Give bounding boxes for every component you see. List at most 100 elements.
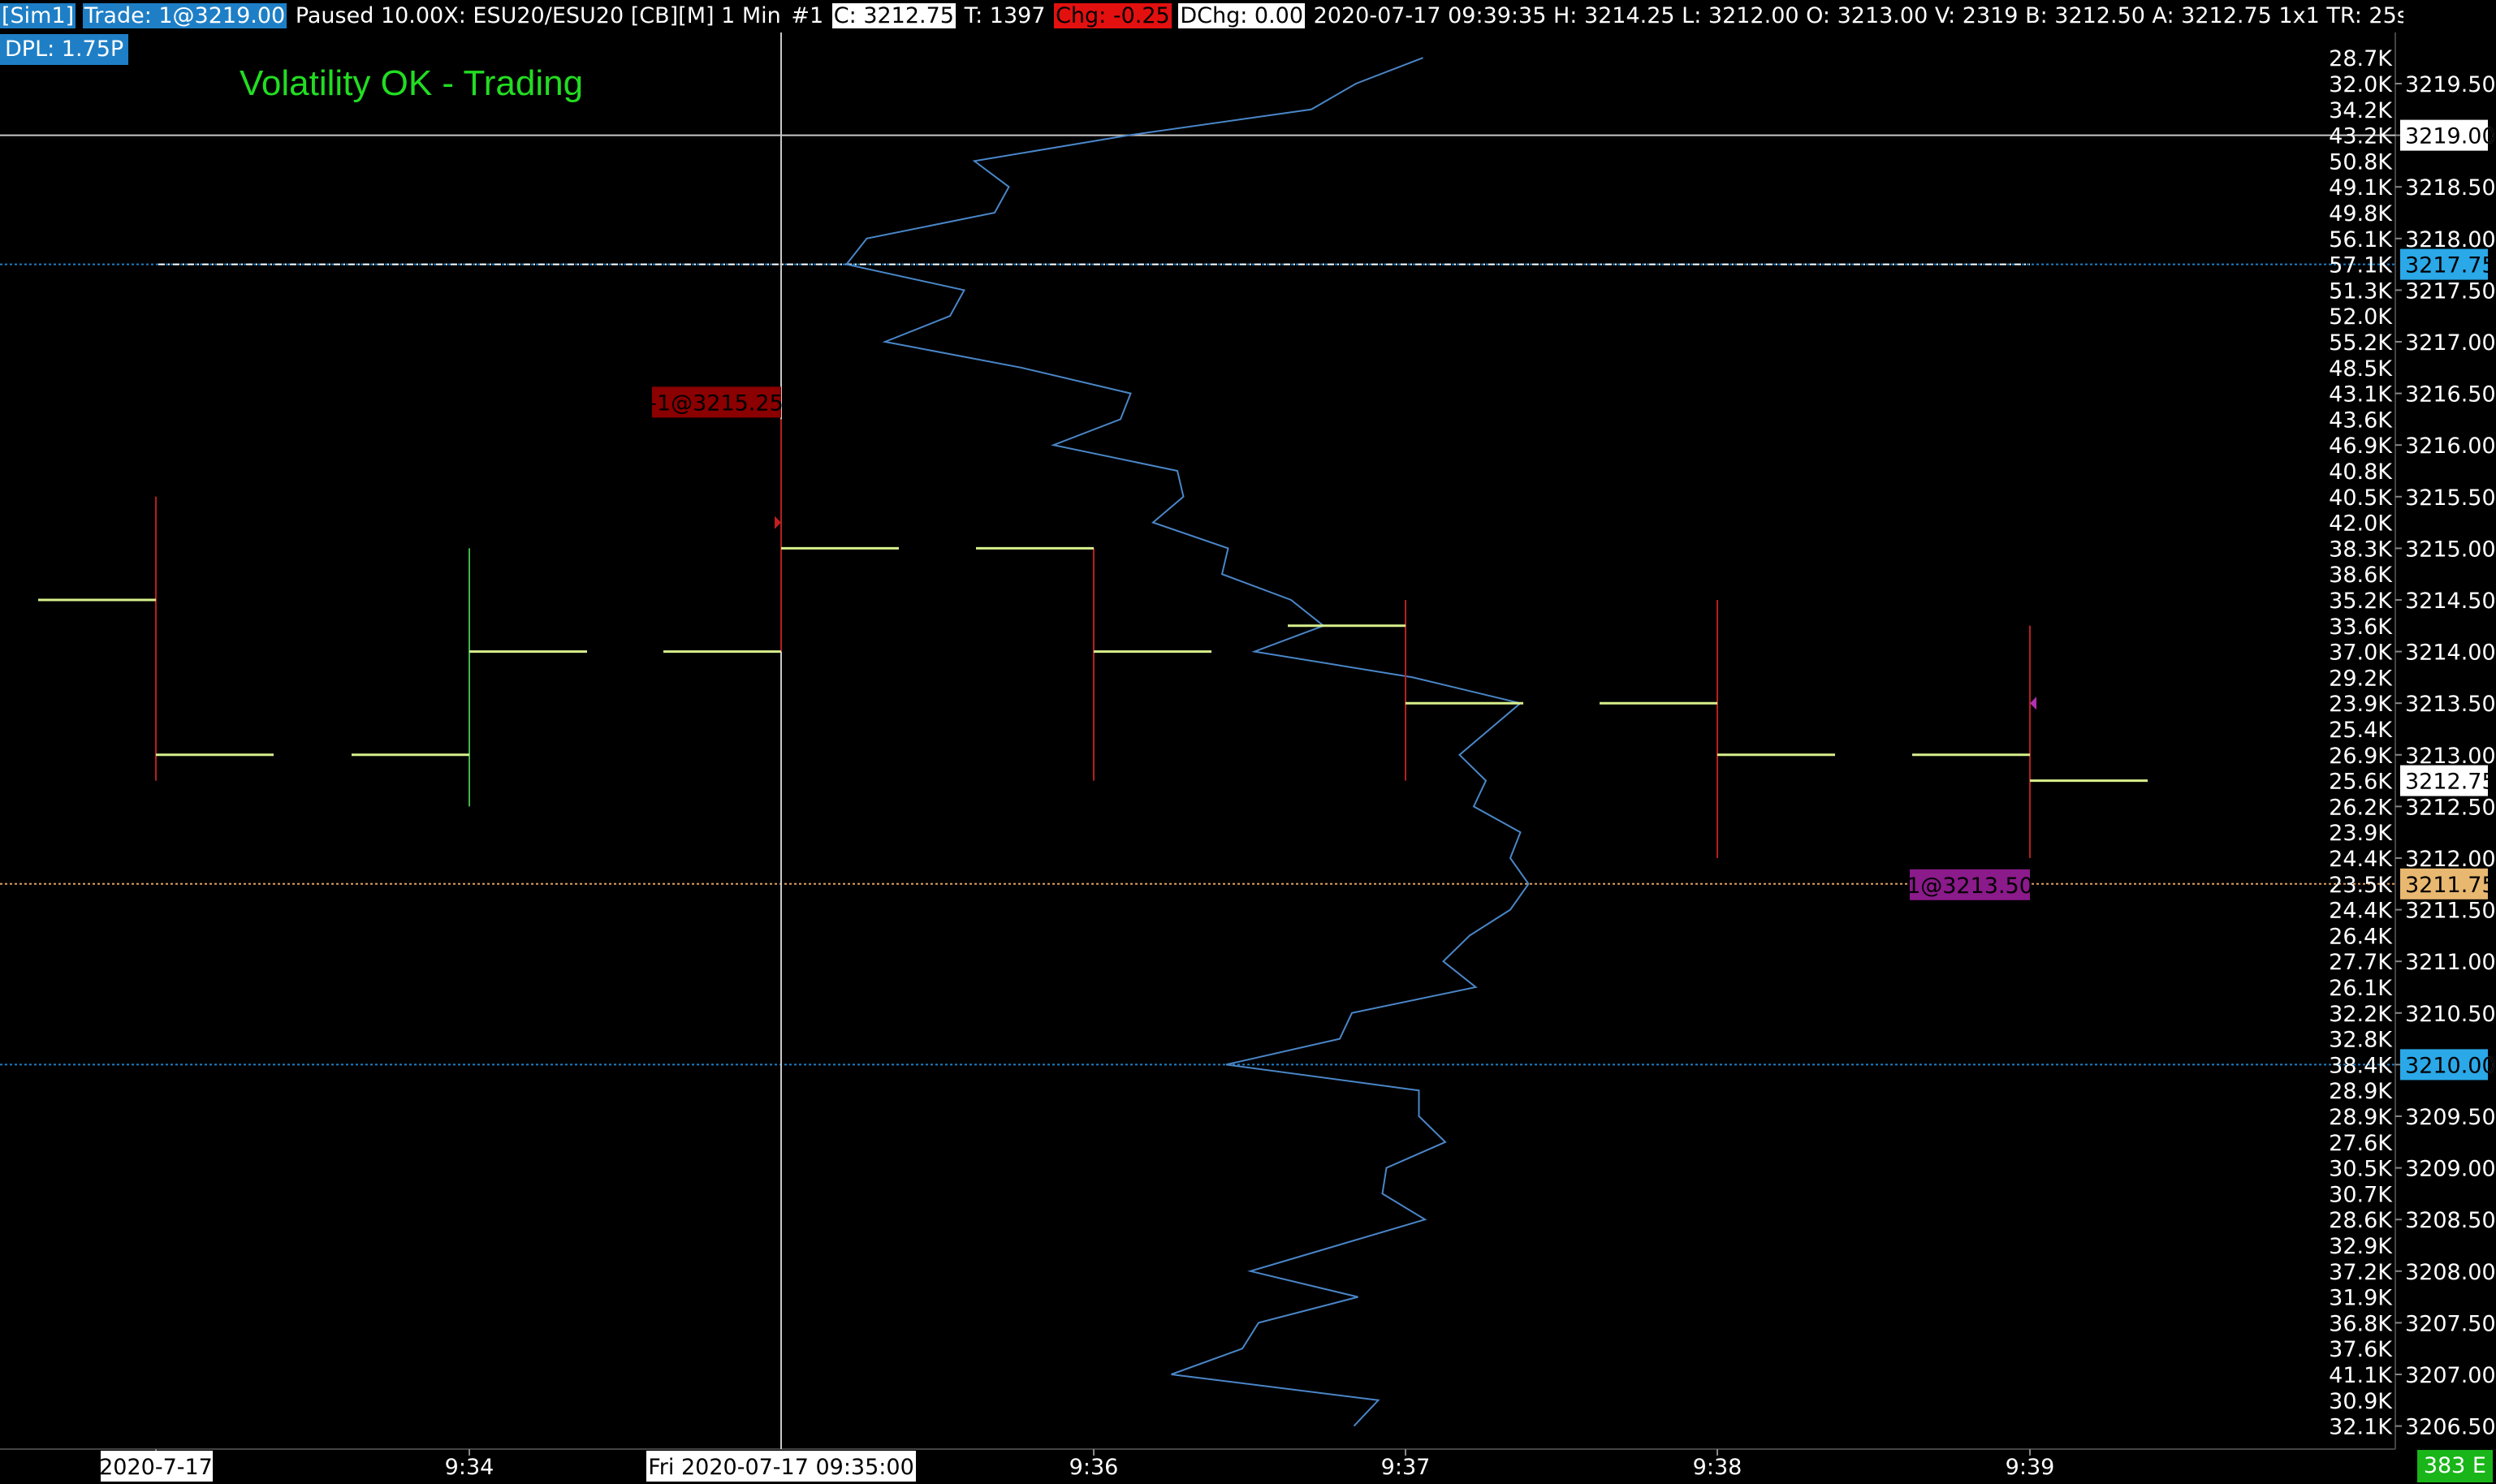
price-tick-3215.50: 3215.50: [2405, 485, 2496, 511]
time-tick-9:38: 9:38: [1693, 1455, 1742, 1480]
price-tick-3213.50: 3213.50: [2405, 692, 2496, 717]
crosshair-time-label-bg: [646, 1451, 916, 1482]
volume-label-3216.25: 43.6K: [2329, 408, 2393, 433]
chart-header-bar: [Sim1] Trade: 1@3219.00 Paused 10.00X: E…: [0, 0, 2403, 32]
volume-label-3208.75: 30.7K: [2329, 1182, 2393, 1207]
price-highlight-bg-3211.75: [2400, 868, 2488, 899]
volume-label-3218.25: 49.8K: [2329, 201, 2393, 226]
buy-trade-label-bg: [1910, 869, 2030, 900]
volume-profile-layer: [844, 57, 1530, 1427]
price-tick-3212.50: 3212.50: [2405, 795, 2496, 820]
volume-label-3217.75: 57.1K: [2329, 253, 2393, 278]
volume-label-3214.25: 33.6K: [2329, 615, 2393, 640]
price-tick-3217.00: 3217.00: [2405, 330, 2496, 356]
volume-label-3208.5: 28.6K: [2329, 1208, 2393, 1233]
grid-lines: [0, 32, 2395, 1449]
price-tick-3208.00: 3208.00: [2405, 1260, 2496, 1285]
volume-label-3212.5: 26.2K: [2329, 795, 2393, 820]
price-highlight-3217.75: 3217.75: [2405, 253, 2496, 278]
price-highlight-3219.00: 3219.00: [2405, 124, 2496, 149]
status-message: Volatility OK - Trading: [240, 63, 584, 103]
price-tick-3216.50: 3216.50: [2405, 382, 2496, 408]
volume-label-3208: 37.2K: [2329, 1260, 2393, 1285]
sell-trade-label-bg: [652, 386, 781, 418]
buy-arrow-icon: [2030, 697, 2036, 710]
price-tick-3216.00: 3216.00: [2405, 434, 2496, 459]
volume-label-3206.75: 30.9K: [2329, 1389, 2393, 1414]
volume-label-3212: 24.4K: [2329, 847, 2393, 872]
close-price: C: 3212.75: [831, 3, 956, 28]
volume-label-3211.5: 24.4K: [2329, 899, 2393, 924]
price-tick-3211.50: 3211.50: [2405, 899, 2496, 924]
price-tick-3217.50: 3217.50: [2405, 278, 2496, 304]
connection-status-badge[interactable]: 383 E: [2416, 1450, 2493, 1482]
price-highlight-3211.75: 3211.75: [2405, 873, 2496, 898]
volume-label-3210.25: 32.8K: [2329, 1028, 2393, 1053]
last-trade-label: Trade: 1@3219.00: [82, 3, 287, 28]
price-tick-3209.50: 3209.50: [2405, 1105, 2496, 1130]
volume-label-3214.5: 35.2K: [2329, 589, 2393, 614]
quote-details: 2020-07-17 09:39:35 H: 3214.25 L: 3212.0…: [1313, 3, 2403, 28]
volume-label-3209.75: 28.9K: [2329, 1079, 2393, 1104]
volume-label-3216.75: 48.5K: [2329, 356, 2393, 382]
instrument-info: Paused 10.00X: ESU20/ESU20 [CB][M] 1 Min: [295, 3, 781, 28]
buy-trade-label: 1@3213.50: [1907, 874, 2033, 899]
volume-label-3214: 37.0K: [2329, 641, 2393, 666]
price-tick-3211.00: 3211.00: [2405, 950, 2496, 975]
volume-label-3207.5: 36.8K: [2329, 1311, 2393, 1336]
volume-label-3209: 30.5K: [2329, 1157, 2393, 1182]
volume-label-3218.5: 49.1K: [2329, 175, 2393, 201]
time-tick-9:39: 9:39: [2006, 1455, 2055, 1480]
volume-labels: 28.7K32.0K34.2K43.2K50.8K49.1K49.8K56.1K…: [2329, 46, 2393, 1439]
volume-label-3207.75: 31.9K: [2329, 1286, 2393, 1311]
price-tick-3214.50: 3214.50: [2405, 589, 2496, 614]
volume-label-3209.25: 27.6K: [2329, 1131, 2393, 1156]
price-tick-3218.00: 3218.00: [2405, 227, 2496, 252]
volume-label-3212.25: 23.9K: [2329, 821, 2393, 846]
volume-label-3210.5: 32.2K: [2329, 1002, 2393, 1027]
price-tick-3209.00: 3209.00: [2405, 1157, 2496, 1182]
volume-profile-line: [844, 57, 1530, 1427]
price-tick-3206.50: 3206.50: [2405, 1415, 2496, 1440]
volume-label-3214.75: 38.6K: [2329, 563, 2393, 588]
price-highlight-bg-3219.00: [2400, 119, 2488, 151]
account-label[interactable]: [Sim1]: [0, 3, 76, 28]
price-highlight-bg-3217.75: [2400, 248, 2488, 280]
tick-count: T: 1397: [964, 3, 1046, 28]
time-tick-date: 2020-7-17: [99, 1455, 213, 1480]
trade-markers-layer: -1@3215.25 1@3213.50: [649, 386, 2036, 900]
time-axis: 2020-7-17 9:34 9:36 9:37 9:38 9:39 Fri 2020-07…: [99, 1449, 2054, 1482]
volume-label-3208.25: 32.9K: [2329, 1234, 2393, 1259]
chart-index: #1: [791, 3, 824, 28]
volume-label-3206.5: 32.1K: [2329, 1415, 2393, 1440]
price-highlight-3210.00: 3210.00: [2405, 1053, 2496, 1078]
sell-trade-label: -1@3215.25: [649, 390, 784, 416]
volume-label-3215.75: 40.8K: [2329, 459, 2393, 485]
volume-label-3207: 41.1K: [2329, 1363, 2393, 1388]
price-tick-3213.00: 3213.00: [2405, 744, 2496, 769]
date-label-bg: [101, 1451, 213, 1482]
volume-label-3211.75: 23.5K: [2329, 873, 2393, 898]
ohlc-bars-layer: [38, 419, 2148, 858]
volume-label-3213.5: 23.9K: [2329, 692, 2393, 717]
time-tick-9:34: 9:34: [445, 1455, 494, 1480]
price-tick-3219.50: 3219.50: [2405, 72, 2496, 97]
price-tick-3218.50: 3218.50: [2405, 175, 2496, 201]
price-highlight-3212.75: 3212.75: [2405, 770, 2496, 795]
time-tick-9:36: 9:36: [1069, 1455, 1119, 1480]
price-tick-3214.00: 3214.00: [2405, 641, 2496, 666]
volume-label-3211.25: 26.4K: [2329, 924, 2393, 949]
time-tick-9:37: 9:37: [1381, 1455, 1431, 1480]
volume-label-3210.75: 26.1K: [2329, 976, 2393, 1001]
price-tick-3215.00: 3215.00: [2405, 537, 2496, 562]
volume-label-3217: 55.2K: [2329, 330, 2393, 356]
dpl-badge: DPL: 1.75P: [0, 34, 129, 65]
volume-label-3215.25: 42.0K: [2329, 511, 2393, 537]
volume-label-3209.5: 28.9K: [2329, 1105, 2393, 1130]
price-tick-3207.50: 3207.50: [2405, 1311, 2496, 1336]
volume-label-3219.75: 28.7K: [2329, 46, 2393, 71]
volume-label-3213.25: 25.4K: [2329, 718, 2393, 743]
volume-label-3213.75: 29.2K: [2329, 666, 2393, 691]
price-tick-3207.00: 3207.00: [2405, 1363, 2496, 1388]
